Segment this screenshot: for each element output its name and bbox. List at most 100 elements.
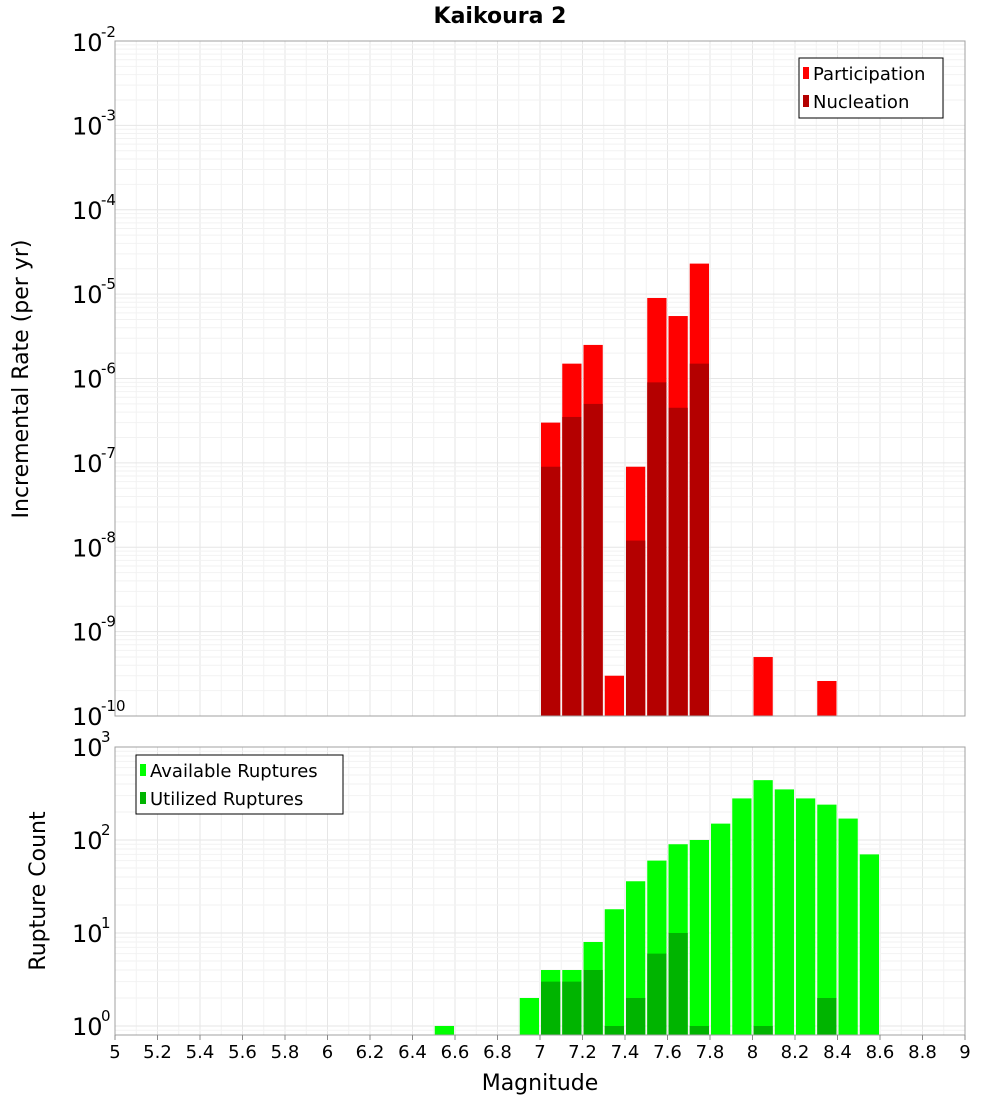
x-axis-ticks: 5 5.2 5.4 5.6 5.8 6 6.2 6.4 6.6 6.8 7 7.2 7.4 7.6 7.8 8… [109, 1035, 971, 1063]
top-bar-nucleation [626, 540, 646, 716]
legend-swatch-participation [803, 67, 809, 79]
top-y-tick-exponent: -6 [101, 360, 116, 378]
top-y-tick-label: 10 [72, 619, 103, 647]
legend-label-nucleation: Nucleation [813, 92, 909, 113]
x-tick-label: 5.4 [186, 1042, 215, 1063]
top-bar-nucleation [541, 466, 561, 716]
x-tick-label: 8.8 [908, 1042, 937, 1063]
x-tick-label: 8.4 [823, 1042, 852, 1063]
bottom-y-tick-exponent: 1 [101, 914, 111, 932]
x-tick-label: 6.4 [398, 1042, 427, 1063]
x-tick-label: 7.2 [568, 1042, 597, 1063]
top-plot-frame [114, 40, 966, 717]
bottom-y-axis-label: Rupture Count [26, 811, 51, 971]
top-bar-participation [817, 680, 837, 716]
bottom-bar-available-ruptures [774, 789, 794, 1035]
top-y-ticks: 10-210-310-410-510-610-710-810-910-10 [72, 23, 126, 731]
bottom-bar-available-ruptures [434, 1025, 454, 1035]
bottom-bar-available-ruptures [711, 823, 731, 1035]
participation-nucleation-panel: 10-210-310-410-510-610-710-810-910-10 In… [9, 23, 966, 731]
top-bar-nucleation [689, 363, 709, 716]
x-tick-label: 7.4 [611, 1042, 640, 1063]
x-tick-label: 8 [747, 1042, 758, 1063]
x-tick-label: 5.8 [271, 1042, 300, 1063]
top-y-tick-label: 10 [72, 366, 103, 394]
bottom-y-tick-label: 10 [72, 920, 103, 948]
x-tick-label: 8.6 [866, 1042, 895, 1063]
x-tick-label: 5 [109, 1042, 120, 1063]
x-tick-label: 9 [959, 1042, 970, 1063]
x-tick-label: 8.2 [781, 1042, 810, 1063]
top-bar-nucleation [647, 382, 667, 716]
top-y-tick-exponent: -10 [101, 697, 126, 715]
bottom-y-tick-label: 10 [72, 827, 103, 855]
bottom-bar-utilized-ruptures [583, 969, 603, 1035]
top-y-tick-label: 10 [72, 534, 103, 562]
top-bar-nucleation [668, 407, 688, 716]
top-legend-box [798, 57, 944, 119]
bottom-bar-utilized-ruptures [753, 1025, 773, 1035]
bottom-bar-utilized-ruptures [689, 1025, 709, 1035]
legend-swatch-nucleation [803, 95, 809, 107]
bottom-y-tick-exponent: 0 [101, 1007, 111, 1025]
top-y-tick-label: 10 [72, 29, 103, 57]
top-bar-participation [753, 657, 773, 716]
top-y-tick-exponent: -2 [101, 23, 116, 41]
top-bar-nucleation [583, 403, 603, 716]
x-tick-label: 7 [534, 1042, 545, 1063]
bottom-bar-available-ruptures [817, 804, 837, 1035]
legend-label-available-ruptures: Available Ruptures [150, 761, 318, 782]
top-y-tick-label: 10 [72, 703, 103, 731]
top-y-tick-label: 10 [72, 112, 103, 140]
bottom-bar-available-ruptures [859, 854, 879, 1035]
top-y-tick-label: 10 [72, 450, 103, 478]
bottom-bar-utilized-ruptures [562, 981, 582, 1035]
bottom-y-tick-label: 10 [72, 734, 103, 762]
top-y-tick-exponent: -4 [101, 191, 116, 209]
top-legend: Participation Nucleation [798, 57, 944, 119]
top-y-tick-exponent: -8 [101, 528, 116, 546]
legend-label-utilized-ruptures: Utilized Ruptures [150, 789, 303, 810]
top-y-tick-exponent: -3 [101, 106, 116, 124]
bottom-y-tick-exponent: 3 [101, 728, 111, 746]
top-grid [114, 40, 966, 717]
bottom-bar-available-ruptures [689, 839, 709, 1035]
bottom-bar-utilized-ruptures [604, 1025, 624, 1035]
bottom-y-tick-label: 10 [72, 1013, 103, 1041]
bottom-y-tick-exponent: 2 [101, 821, 111, 839]
legend-label-participation: Participation [813, 64, 925, 85]
bottom-legend-box [135, 754, 344, 815]
top-bar-nucleation [562, 416, 582, 716]
bottom-bar-utilized-ruptures [541, 981, 561, 1035]
x-axis-label: Magnitude [482, 1071, 599, 1096]
x-tick-label: 6.8 [483, 1042, 512, 1063]
legend-swatch-available [140, 764, 146, 776]
x-tick-label: 7.6 [653, 1042, 682, 1063]
top-y-tick-label: 10 [72, 281, 103, 309]
bottom-bar-available-ruptures [626, 881, 646, 1035]
bottom-bar-utilized-ruptures [817, 997, 837, 1035]
x-tick-label: 7.8 [696, 1042, 725, 1063]
x-tick-label: 6.2 [356, 1042, 385, 1063]
bottom-legend: Available Ruptures Utilized Ruptures [135, 754, 344, 815]
bottom-bar-available-ruptures [796, 798, 816, 1035]
top-y-tick-label: 10 [72, 197, 103, 225]
x-tick-label: 6 [322, 1042, 333, 1063]
legend-swatch-utilized [140, 792, 146, 804]
bottom-bar-utilized-ruptures [668, 932, 688, 1035]
top-y-tick-exponent: -9 [101, 613, 116, 631]
x-tick-label: 5.2 [143, 1042, 172, 1063]
bottom-bar-available-ruptures [519, 997, 539, 1035]
x-tick-label: 5.6 [228, 1042, 257, 1063]
bottom-bar-available-ruptures [604, 909, 624, 1035]
top-y-axis-label: Incremental Rate (per yr) [9, 240, 34, 519]
top-y-tick-exponent: -7 [101, 444, 116, 462]
top-bar-participation [604, 675, 624, 716]
bottom-bar-available-ruptures [838, 818, 858, 1035]
bottom-bar-utilized-ruptures [647, 953, 667, 1035]
top-bars [541, 263, 837, 716]
x-tick-label: 6.6 [441, 1042, 470, 1063]
